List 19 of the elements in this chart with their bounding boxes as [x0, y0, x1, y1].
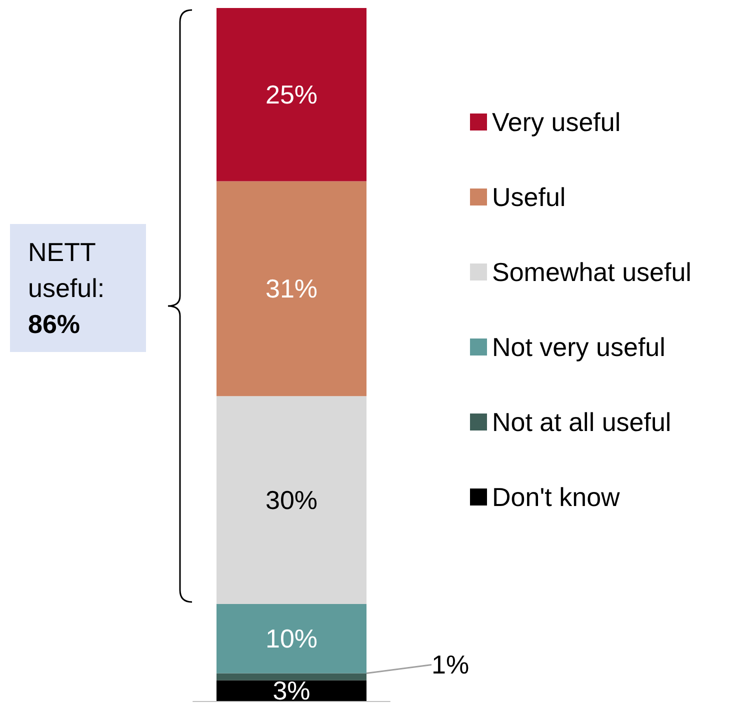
text: NETT useful: 86% [10, 224, 146, 352]
bar [216, 181, 366, 396]
bar [216, 673, 366, 680]
bar [216, 680, 366, 701]
bar [216, 396, 366, 604]
legend-label: Not at all useful [492, 407, 672, 437]
data-label: 31% [265, 274, 318, 304]
legend-label: Not very useful [492, 332, 666, 362]
legend-label: Very useful [492, 107, 621, 137]
bar [216, 8, 366, 182]
legend-label: Useful [492, 182, 566, 212]
data-label: 10% [265, 624, 318, 654]
data-label: 25% [265, 80, 318, 110]
legend-label: Somewhat useful [492, 257, 692, 287]
legend-label: Don't know [492, 482, 620, 512]
bar [216, 604, 366, 674]
data-label: 3% [272, 676, 310, 706]
data-label: 30% [265, 485, 318, 516]
data-label: 1% [432, 650, 470, 680]
